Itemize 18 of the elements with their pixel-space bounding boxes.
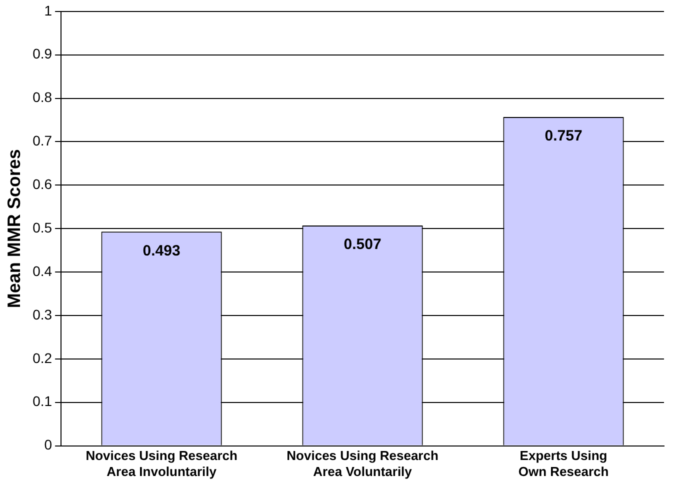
y-tick-label: 0.6 bbox=[32, 176, 52, 192]
y-tick-label: 0.5 bbox=[32, 219, 52, 236]
y-tick-label: 0.2 bbox=[32, 350, 52, 366]
y-tick-label: 0.4 bbox=[32, 262, 52, 279]
y-tick-label: 0.1 bbox=[32, 393, 52, 410]
x-tick-label: Experts Using Own Research bbox=[518, 448, 609, 479]
data-label: 0.507 bbox=[344, 236, 382, 254]
y-tick-label: 0.3 bbox=[32, 306, 52, 322]
y-tick-label: 0.9 bbox=[32, 46, 52, 62]
y-axis-title: Mean MMR Scores bbox=[4, 149, 24, 308]
y-tick-label: 0.8 bbox=[32, 89, 52, 106]
x-tick-label: Novices Using Research Area Voluntarily bbox=[286, 448, 438, 479]
data-label: 0.493 bbox=[142, 242, 180, 260]
y-tick-label: 0 bbox=[44, 436, 52, 453]
y-tick-label: 0.7 bbox=[32, 132, 52, 149]
y-tick-label: 1 bbox=[44, 2, 52, 18]
x-tick-label: Novices Using Research Area Involuntarily bbox=[86, 448, 238, 479]
data-label: 0.757 bbox=[544, 128, 582, 145]
